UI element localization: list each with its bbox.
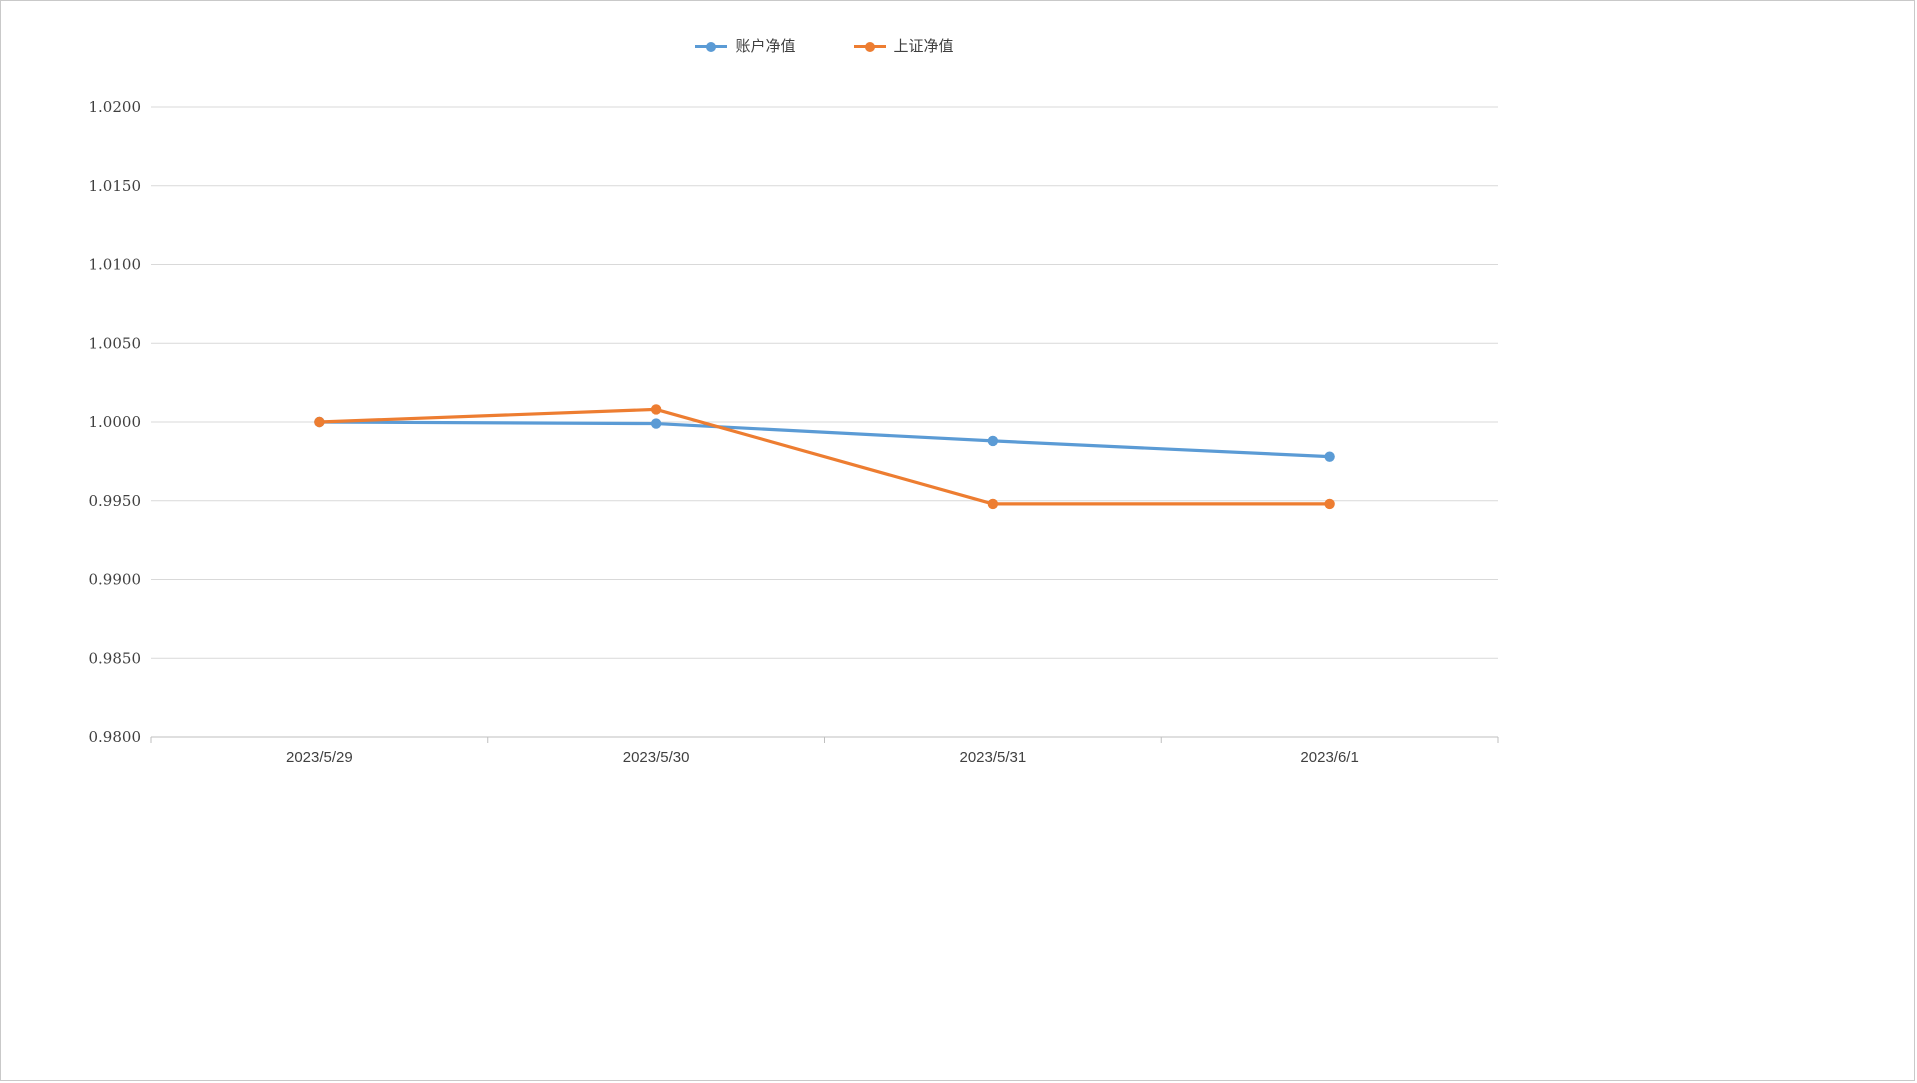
series-marker-0 — [650, 418, 662, 429]
chart-legend: 账户净值 上证净值 — [151, 39, 1498, 54]
legend-line-marker-icon — [695, 41, 728, 52]
y-axis-tick-label: 1.0050 — [89, 334, 142, 352]
y-axis-tick-label: 1.0100 — [89, 256, 142, 274]
series-line-1 — [317, 407, 1332, 506]
y-axis-tick-label: 1.0150 — [89, 177, 142, 195]
y-axis-tick-label: 0.9850 — [89, 649, 142, 667]
legend-item-1: 上证净值 — [853, 37, 954, 55]
series-marker-0 — [987, 435, 999, 447]
legend-line-marker-icon — [853, 41, 886, 52]
series-marker-0 — [1324, 451, 1335, 462]
series-line-0 — [317, 420, 1332, 459]
y-axis-tick-label: 0.9950 — [89, 492, 142, 510]
series-marker-1 — [1324, 498, 1335, 510]
series-marker-1 — [650, 404, 662, 415]
legend-label: 账户净值 — [735, 37, 796, 55]
legend-label: 上证净值 — [893, 37, 954, 55]
x-axis-tick-label: 2023/5/29 — [286, 749, 353, 766]
y-axis-tick-label: 1.0200 — [89, 98, 142, 116]
x-axis-tick-label: 2023/5/30 — [623, 749, 690, 766]
series-marker-1 — [987, 498, 999, 510]
y-axis-tick-label: 0.9800 — [89, 728, 142, 746]
x-axis-tick-label: 2023/5/31 — [960, 749, 1027, 766]
series-marker-1 — [314, 416, 325, 428]
y-axis-tick-label: 0.9900 — [89, 571, 142, 589]
x-axis-tick-label: 2023/6/1 — [1300, 749, 1358, 766]
legend-item-0: 账户净值 — [695, 37, 796, 55]
y-axis-tick-label: 1.0000 — [89, 413, 142, 431]
